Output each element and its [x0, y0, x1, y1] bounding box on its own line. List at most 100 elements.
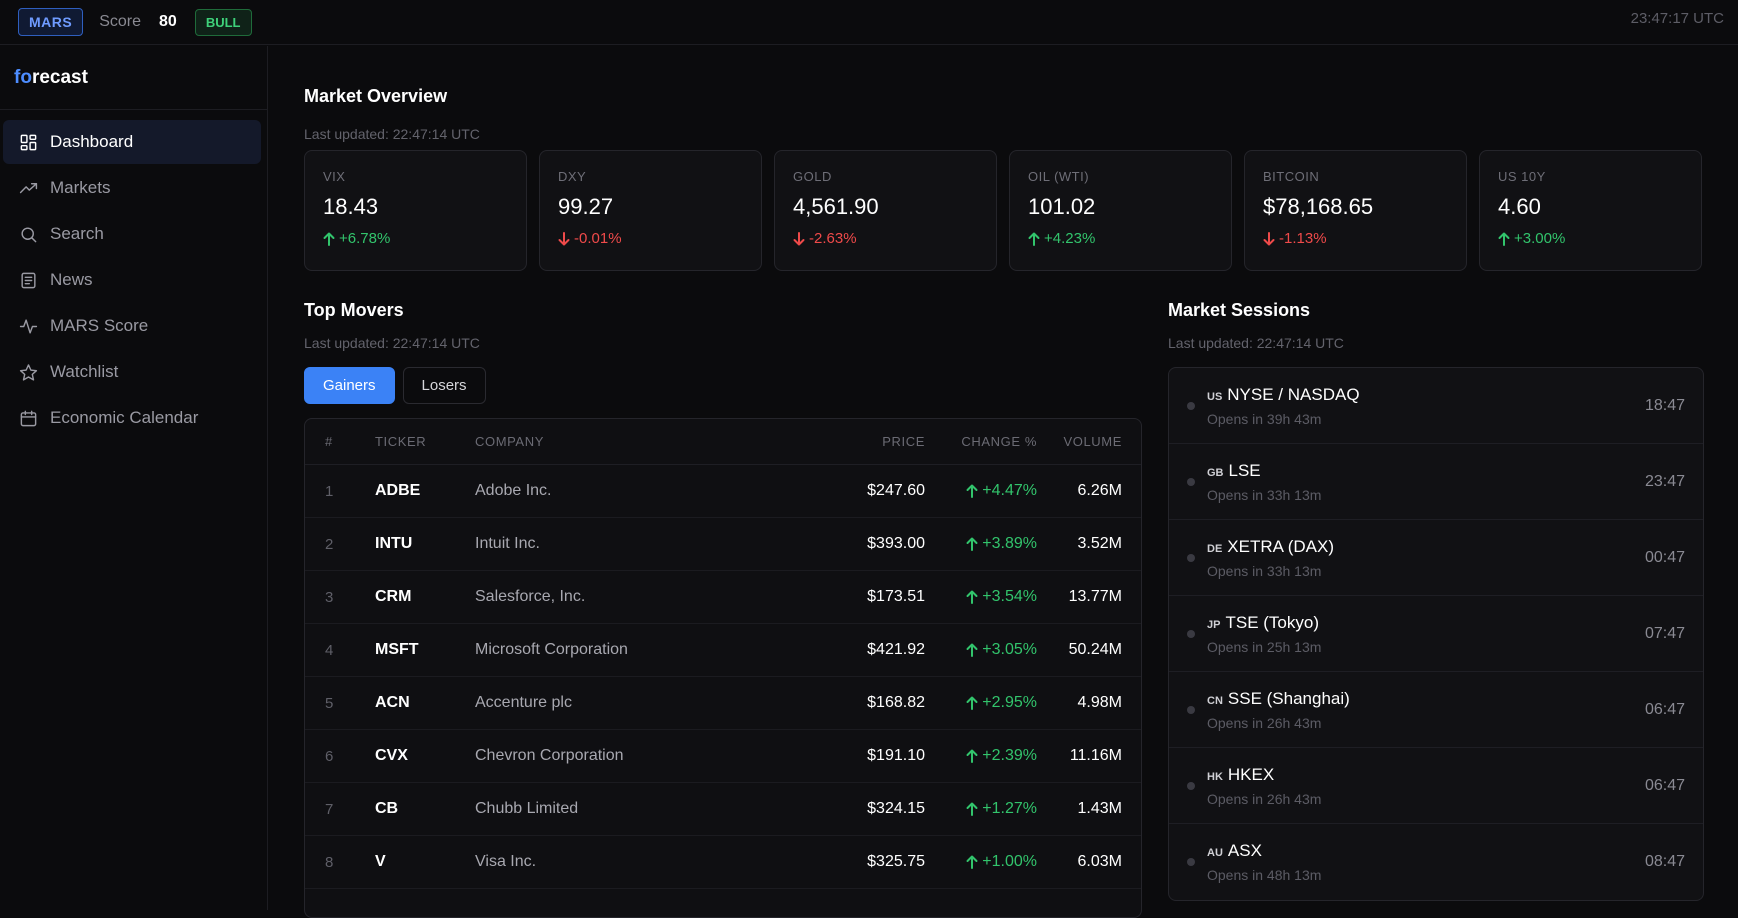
- row-volume: 6.03M: [1077, 853, 1122, 870]
- table-row[interactable]: 1 ADBE Adobe Inc. $247.60 +4.47% 6.26M: [305, 465, 1141, 518]
- session-status-dot: [1187, 477, 1195, 486]
- session-local-time: 23:47: [1644, 472, 1685, 490]
- header-change[interactable]: CHANGE %: [961, 434, 1037, 449]
- row-change: +3.89%: [925, 535, 1037, 553]
- regime-badge: BULL: [194, 8, 252, 36]
- card-label: VIX: [323, 169, 346, 184]
- sidebar-item-mars-score[interactable]: MARS Score: [3, 304, 261, 348]
- overview-cards: VIX 18.43 +6.78% DXY 99.27 -0.01% GOLD 4…: [304, 150, 1702, 271]
- row-company: Accenture plc: [475, 694, 572, 711]
- row-ticker: CRM: [375, 588, 412, 605]
- overview-card-oil[interactable]: OIL (WTI) 101.02 +4.23%: [1009, 150, 1232, 271]
- row-company: Salesforce, Inc.: [475, 588, 586, 605]
- sessions-list: US NYSE / NASDAQ Opens in 39h 43m 18:47 G…: [1168, 367, 1704, 901]
- sidebar-item-label: Dashboard: [50, 132, 134, 151]
- sidebar-item-markets[interactable]: Markets: [3, 166, 261, 210]
- country-code: CN: [1207, 694, 1223, 707]
- session-row[interactable]: HK HKEX Opens in 26h 43m 06:47: [1169, 748, 1703, 824]
- row-price: $191.10: [867, 747, 925, 764]
- table-row[interactable]: 4 MSFT Microsoft Corporation $421.92 +3.…: [305, 624, 1141, 677]
- row-change-value: +2.95%: [982, 694, 1037, 711]
- table-row[interactable]: 3 CRM Salesforce, Inc. $173.51 +3.54% 13…: [305, 571, 1141, 624]
- overview-card-dxy[interactable]: DXY 99.27 -0.01%: [539, 150, 762, 271]
- session-row[interactable]: GB LSE Opens in 33h 13m 23:47: [1169, 444, 1703, 520]
- mars-badge[interactable]: MARS: [18, 8, 84, 36]
- overview-card-bitcoin[interactable]: BITCOIN $78,168.65 -1.13%: [1244, 150, 1467, 271]
- session-name: SSE (Shanghai): [1227, 688, 1350, 708]
- movers-tabs: Gainers Losers: [304, 367, 1142, 404]
- tab-losers[interactable]: Losers: [402, 367, 486, 404]
- sidebar-item-news[interactable]: News: [3, 258, 261, 302]
- card-change: +3.00%: [1498, 230, 1683, 247]
- utc-clock: 23:47:17 UTC: [1630, 10, 1724, 27]
- sidebar-item-label: News: [50, 270, 93, 289]
- card-label: OIL (WTI): [1028, 169, 1090, 184]
- row-num: 8: [325, 853, 334, 871]
- sidebar-item-watchlist[interactable]: Watchlist: [3, 350, 261, 394]
- row-company: Adobe Inc.: [475, 482, 552, 499]
- top-movers-title: Top Movers: [304, 300, 404, 320]
- row-num: 6: [325, 747, 334, 765]
- table-row[interactable]: 6 CVX Chevron Corporation $191.10 +2.39%…: [305, 730, 1141, 783]
- card-label: US 10Y: [1498, 169, 1546, 184]
- table-row[interactable]: 8 V Visa Inc. $325.75 +1.00% 6.03M: [305, 836, 1141, 889]
- row-change-value: +3.89%: [982, 535, 1037, 552]
- sidebar: fo recast Dashboard Markets Search News M…: [0, 46, 268, 910]
- row-price: $173.51: [867, 588, 925, 605]
- card-value: 4,561.90: [793, 194, 879, 219]
- row-ticker: MSFT: [375, 641, 419, 658]
- main-content: Market Overview Last updated: 22:47:14 U…: [304, 46, 1704, 918]
- card-change-value: -1.13%: [1279, 230, 1327, 247]
- row-volume: 13.77M: [1068, 588, 1122, 605]
- sidebar-item-label: Watchlist: [50, 362, 119, 381]
- row-change: +2.39%: [925, 747, 1037, 765]
- search-icon: [21, 226, 37, 242]
- tab-gainers[interactable]: Gainers: [304, 367, 395, 404]
- row-num: 1: [325, 482, 334, 500]
- sidebar-item-dashboard[interactable]: Dashboard: [3, 120, 261, 164]
- row-change: +3.54%: [925, 588, 1037, 606]
- session-row[interactable]: JP TSE (Tokyo) Opens in 25h 13m 07:47: [1169, 596, 1703, 672]
- session-row[interactable]: CN SSE (Shanghai) Opens in 26h 43m 06:47: [1169, 672, 1703, 748]
- dashboard-grid-icon: [20, 134, 37, 150]
- brand-logo[interactable]: fo recast: [0, 46, 267, 110]
- session-row[interactable]: DE XETRA (DAX) Opens in 33h 13m 00:47: [1169, 520, 1703, 596]
- session-status-dot: [1187, 858, 1195, 866]
- table-row[interactable]: 5 ACN Accenture plc $168.82 +2.95% 4.98M: [305, 677, 1141, 730]
- row-volume: 3.52M: [1077, 535, 1122, 552]
- header-price[interactable]: PRICE: [882, 434, 925, 449]
- header-ticker[interactable]: TICKER: [375, 434, 427, 449]
- session-name: HKEX: [1227, 764, 1275, 784]
- session-local-time: 08:47: [1644, 853, 1685, 870]
- row-company: Chevron Corporation: [475, 747, 624, 764]
- card-change: -2.63%: [793, 230, 978, 247]
- row-ticker: ACN: [375, 694, 410, 711]
- session-name: TSE (Tokyo): [1225, 612, 1319, 632]
- score-label: Score: [99, 13, 142, 30]
- session-status-dot: [1187, 705, 1195, 714]
- card-change-value: +6.78%: [339, 230, 391, 247]
- table-row[interactable]: 7 CB Chubb Limited $324.15 +1.27% 1.43M: [305, 783, 1141, 836]
- table-row[interactable]: 2 INTU Intuit Inc. $393.00 +3.89% 3.52M: [305, 518, 1141, 571]
- overview-card-vix[interactable]: VIX 18.43 +6.78%: [304, 150, 527, 271]
- session-status-dot: [1187, 553, 1195, 562]
- session-row[interactable]: US NYSE / NASDAQ Opens in 39h 43m 18:47: [1169, 368, 1703, 444]
- row-change: +3.05%: [925, 641, 1037, 659]
- row-ticker: INTU: [375, 535, 413, 552]
- header-num[interactable]: #: [325, 434, 333, 449]
- sidebar-item-label: Search: [50, 224, 104, 243]
- overview-card-gold[interactable]: GOLD 4,561.90 -2.63%: [774, 150, 997, 271]
- sidebar-item-search[interactable]: Search: [3, 212, 261, 256]
- sidebar-item-economic-calendar[interactable]: Economic Calendar: [3, 396, 261, 440]
- header-volume[interactable]: VOLUME: [1063, 434, 1122, 449]
- row-volume: 6.26M: [1077, 482, 1122, 499]
- card-value: 4.60: [1498, 194, 1541, 219]
- card-change-value: +3.00%: [1514, 230, 1566, 247]
- card-value: 18.43: [323, 194, 379, 219]
- overview-card-us10y[interactable]: US 10Y 4.60 +3.00%: [1479, 150, 1702, 271]
- session-status: Opens in 33h 13m: [1207, 562, 1322, 579]
- header-company[interactable]: COMPANY: [475, 434, 544, 449]
- sidebar-item-label: Economic Calendar: [50, 408, 199, 427]
- row-ticker: V: [375, 853, 386, 870]
- session-row[interactable]: AU ASX Opens in 48h 13m 08:47: [1169, 824, 1703, 900]
